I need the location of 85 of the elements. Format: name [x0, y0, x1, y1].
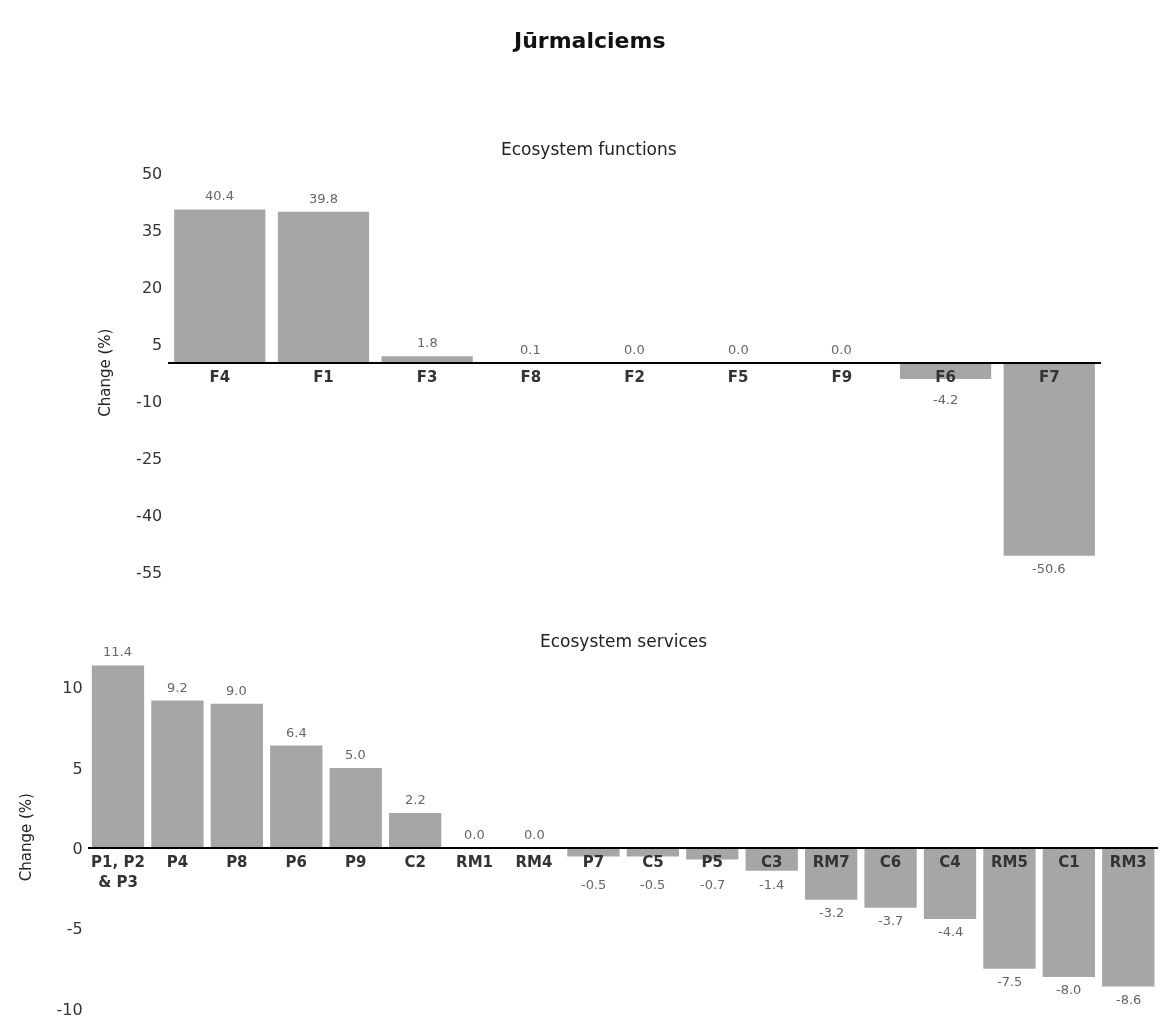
- x-tick-label: C3: [760, 853, 783, 872]
- data-label: -0.7: [700, 877, 726, 892]
- bar: [174, 209, 266, 364]
- bar: [151, 700, 204, 849]
- y-tick-label: 20: [141, 277, 163, 297]
- y-axis-title: Change (%): [16, 793, 35, 882]
- x-tick-label: P6: [285, 853, 307, 872]
- data-label: -0.5: [581, 877, 607, 892]
- data-label: 0.0: [728, 342, 749, 357]
- y-tick-label: -40: [136, 505, 163, 525]
- x-tick-label: RM5: [990, 853, 1028, 872]
- y-tick-label: 10: [62, 678, 83, 698]
- bar: [210, 703, 263, 849]
- bar: [1003, 363, 1095, 556]
- x-tick-label: P8: [226, 853, 248, 872]
- data-label: 6.4: [286, 725, 307, 740]
- data-label: -7.5: [997, 974, 1023, 989]
- data-label: 0.0: [624, 342, 645, 357]
- x-tick-label: RM3: [1109, 853, 1147, 872]
- data-label: 9.0: [226, 683, 247, 698]
- chart-title: Ecosystem services: [540, 631, 708, 651]
- x-tick-label: C5: [642, 853, 664, 872]
- x-tick-label: F9: [831, 367, 853, 386]
- data-label: -50.6: [1032, 561, 1066, 576]
- data-label: 1.8: [417, 335, 438, 350]
- x-tick-label: F8: [520, 367, 542, 386]
- data-label: 2.2: [405, 792, 426, 807]
- chart-title: Jūrmalciems: [512, 28, 666, 53]
- x-tick-label: P1, P2 & P3: [91, 853, 145, 891]
- x-tick-label: P7: [582, 853, 605, 872]
- data-label: -1.4: [759, 877, 785, 892]
- data-label: -3.2: [819, 905, 845, 920]
- data-label: -0.5: [640, 877, 666, 892]
- bar: [91, 665, 145, 849]
- y-tick-label: 5: [72, 758, 83, 778]
- x-tick-label: F7: [1038, 367, 1060, 386]
- data-label: 0.0: [464, 827, 485, 842]
- x-tick-label: F4: [209, 367, 231, 386]
- x-tick-label: RM1: [456, 853, 494, 872]
- data-label: -4.4: [938, 924, 964, 939]
- y-tick-label: 0: [72, 838, 83, 858]
- bar: [1042, 848, 1096, 977]
- y-tick-label: -25: [136, 448, 163, 468]
- y-tick-label: 50: [141, 163, 163, 183]
- bar: [388, 813, 442, 849]
- data-label: 39.8: [309, 191, 338, 206]
- y-tick-label: -5: [66, 919, 83, 939]
- data-label: -8.6: [1116, 992, 1142, 1007]
- y-tick-label: -55: [136, 562, 163, 582]
- bar: [923, 848, 977, 920]
- y-axis-title: Change (%): [96, 328, 115, 417]
- x-tick-label: F1: [313, 367, 334, 386]
- x-tick-label: P5: [701, 853, 723, 872]
- data-label: 9.2: [167, 680, 188, 695]
- x-tick-label: C2: [404, 853, 426, 872]
- data-label: 0.0: [831, 342, 852, 357]
- x-tick-label: F3: [416, 367, 438, 386]
- data-label: -4.2: [933, 392, 959, 407]
- x-tick-label: P4: [166, 853, 189, 872]
- chart-subtitle: Ecosystem functions: [501, 139, 677, 159]
- bar: [277, 211, 370, 364]
- x-tick-label: C1: [1058, 853, 1080, 872]
- data-label: -8.0: [1056, 982, 1082, 997]
- x-tick-label: C6: [879, 853, 902, 872]
- x-tick-label: P9: [344, 853, 367, 872]
- y-tick-label: -10: [56, 999, 83, 1019]
- data-label: 5.0: [345, 747, 366, 762]
- x-tick-label: C4: [939, 853, 961, 872]
- data-label: 0.1: [520, 342, 541, 357]
- bar: [983, 848, 1036, 969]
- x-tick-label: F5: [727, 367, 749, 386]
- data-label: 40.4: [205, 188, 234, 203]
- data-label: -3.7: [878, 913, 904, 928]
- y-tick-label: 5: [152, 334, 163, 354]
- x-tick-label: RM7: [812, 853, 850, 872]
- data-label: 0.0: [524, 827, 545, 842]
- y-tick-label: 35: [141, 220, 163, 240]
- bar: [1102, 848, 1155, 987]
- bar: [270, 745, 323, 849]
- data-label: 11.4: [103, 644, 132, 659]
- bar: [864, 848, 917, 908]
- x-tick-label: F2: [624, 367, 645, 386]
- bar: [329, 768, 382, 849]
- x-tick-label: RM4: [515, 853, 553, 872]
- y-tick-label: -10: [136, 391, 163, 411]
